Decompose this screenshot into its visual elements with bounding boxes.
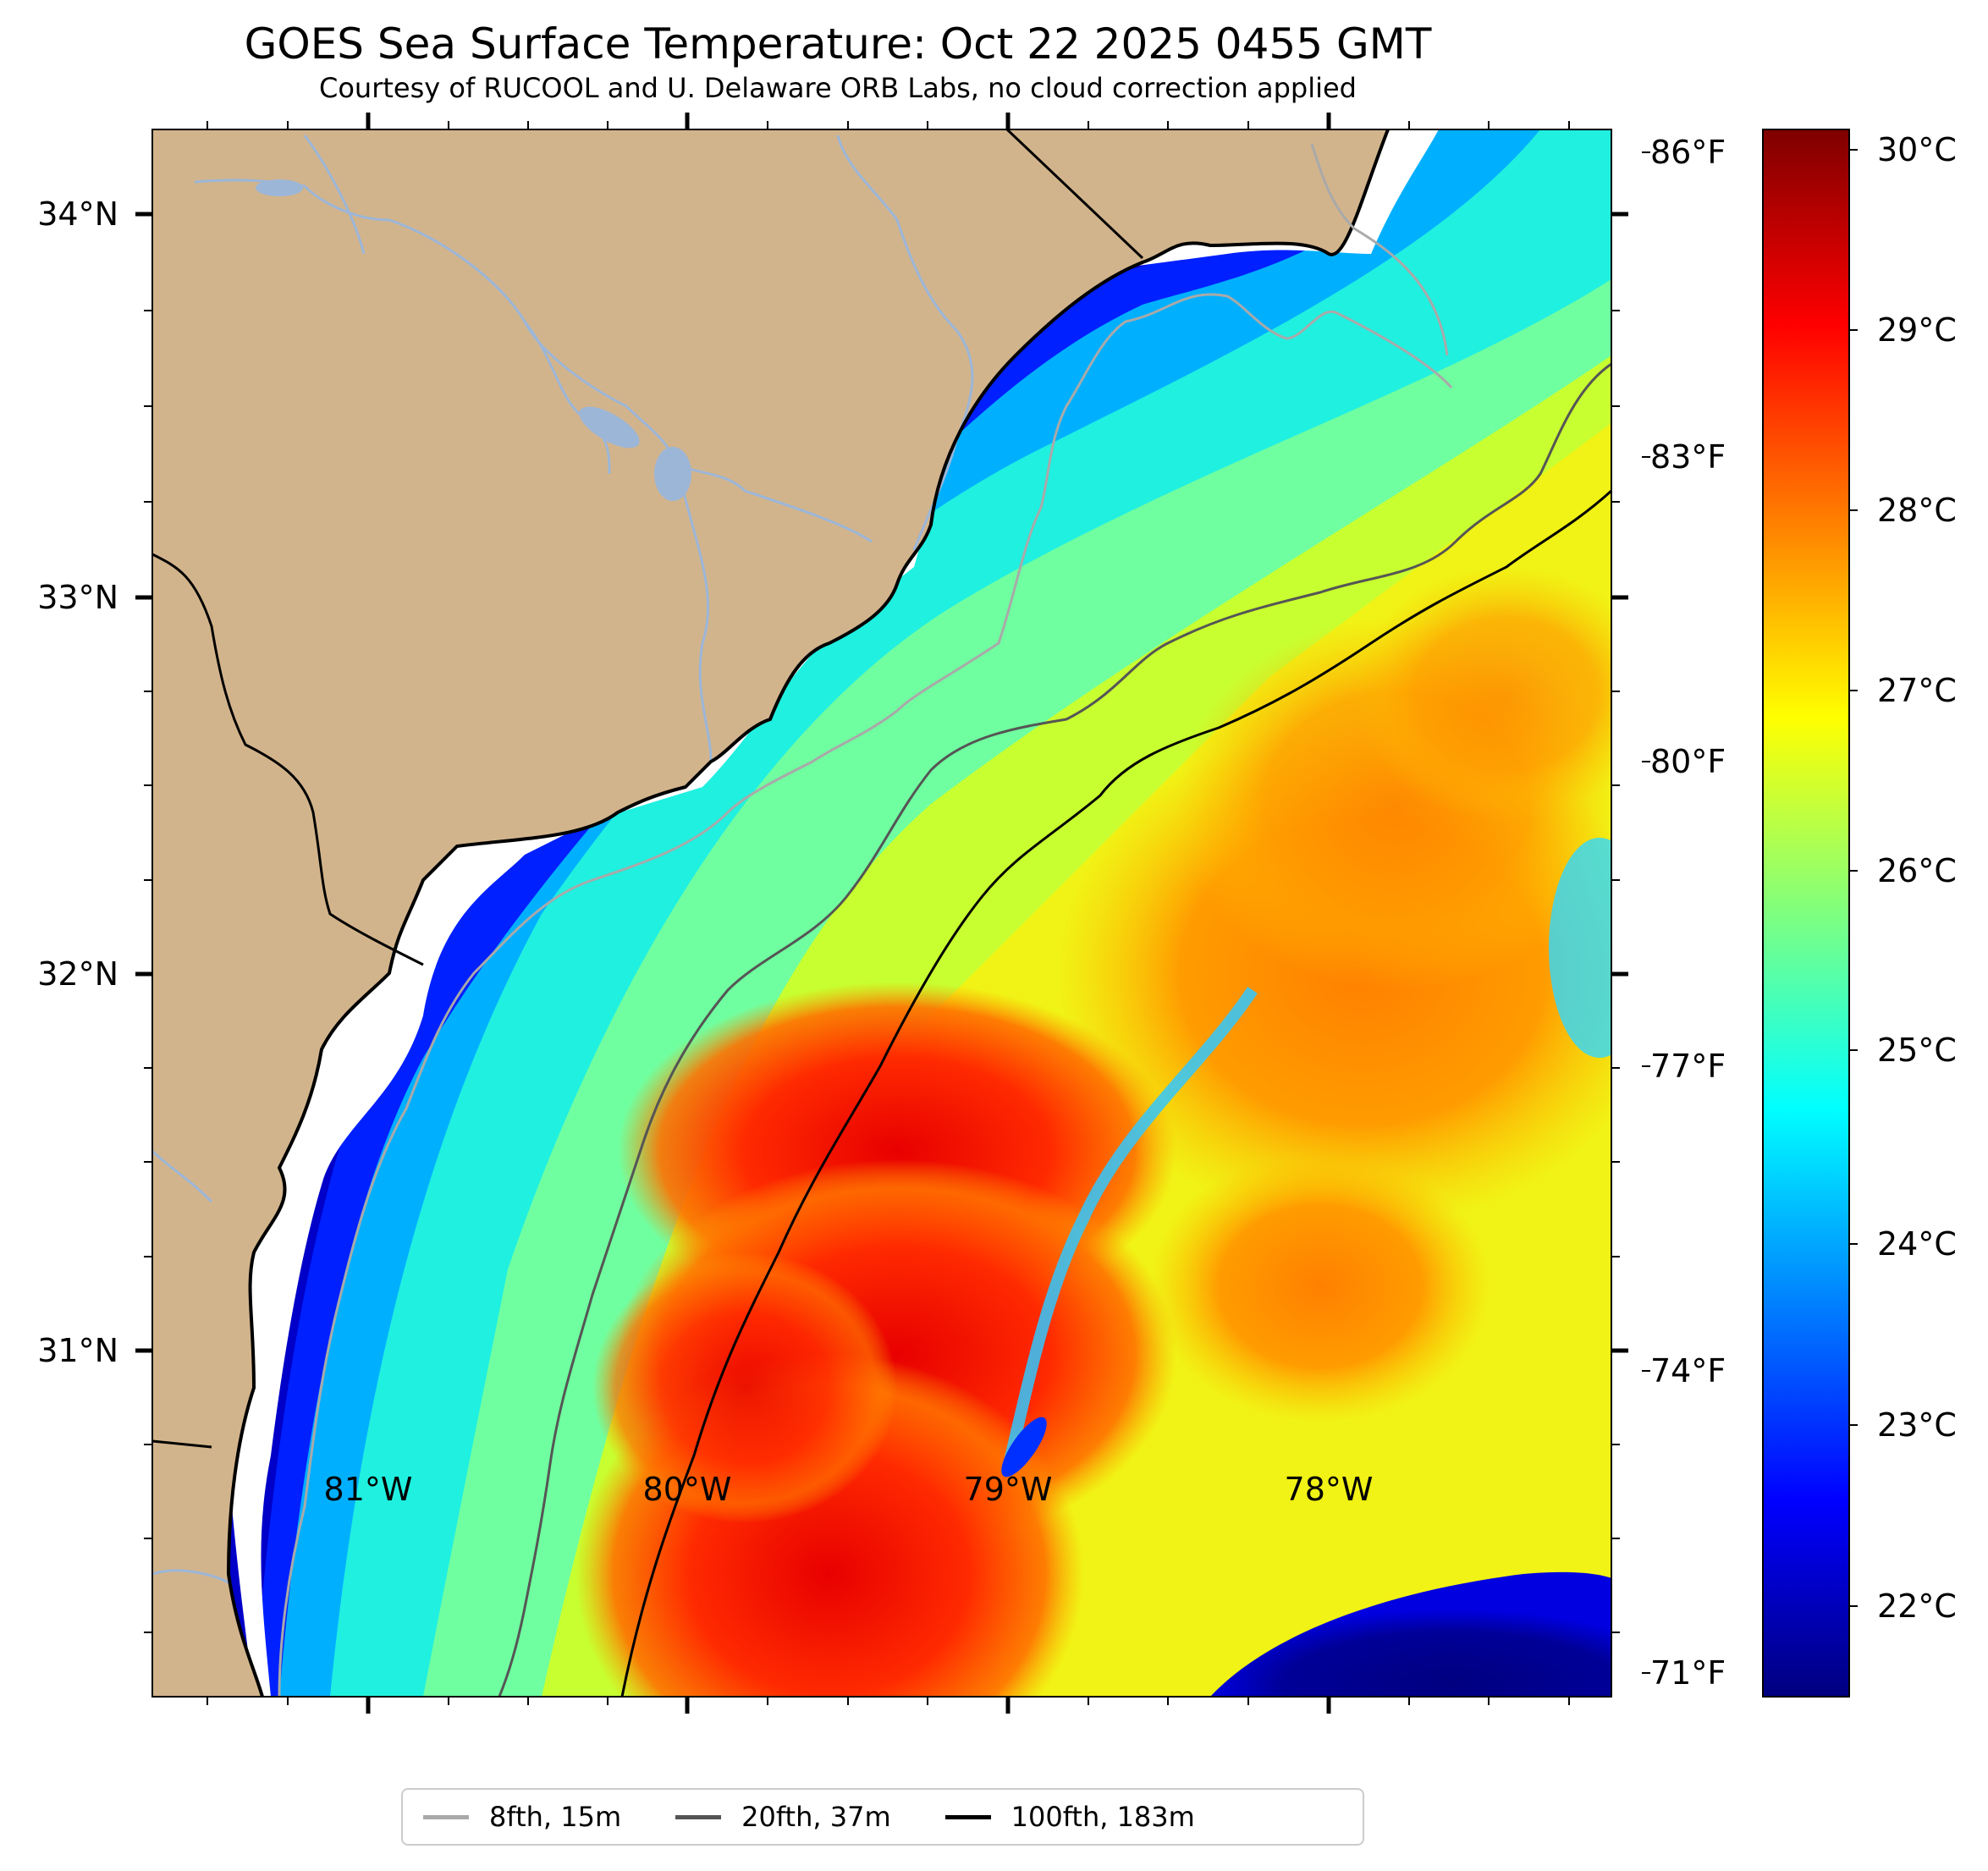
celsius-label-28: 28°C	[1877, 492, 1957, 529]
lon-label-78: 78°W	[1284, 1471, 1374, 1508]
celsius-label-27: 27°C	[1877, 672, 1957, 709]
legend-label-100fth: 100fth, 183m	[1011, 1801, 1195, 1833]
lat-label-32: 32°N	[37, 955, 118, 993]
celsius-label-24: 24°C	[1877, 1225, 1957, 1263]
celsius-label-25: 25°C	[1877, 1032, 1957, 1069]
colorbar-gradient	[1762, 129, 1850, 1698]
legend-label-8fth: 8fth, 15m	[489, 1801, 622, 1833]
legend-swatch-8fth	[423, 1814, 469, 1819]
rivers	[152, 135, 974, 1584]
legend-swatch-20fth	[675, 1814, 722, 1819]
minor-ticks	[144, 121, 1620, 1705]
celsius-label-23: 23°C	[1877, 1406, 1957, 1444]
isobath-20fth	[498, 362, 1611, 1697]
celsius-label-22: 22°C	[1877, 1588, 1957, 1625]
lat-label-33: 33°N	[37, 579, 118, 616]
land-area	[152, 129, 1388, 1697]
map-subtitle: Courtesy of RUCOOL and U. Delaware ORB L…	[319, 72, 1357, 104]
fahrenheit-label-71: 71°F	[1650, 1654, 1726, 1692]
legend-item-8fth: 8fth, 15m	[423, 1801, 621, 1833]
isobath-legend: 8fth, 15m 20fth, 37m 100fth, 183m	[401, 1788, 1364, 1846]
map-frame	[151, 129, 1612, 1698]
map-data-area	[152, 129, 1611, 1697]
lon-label-80: 80°W	[642, 1471, 732, 1508]
legend-label-20fth: 20fth, 37m	[741, 1801, 891, 1833]
coastline	[226, 129, 1390, 1697]
legend-item-100fth: 100fth, 183m	[944, 1801, 1195, 1833]
map-title: GOES Sea Surface Temperature: Oct 22 202…	[244, 19, 1432, 69]
lon-major-ticks	[366, 113, 1331, 1714]
fahrenheit-label-74: 74°F	[1650, 1352, 1726, 1389]
celsius-label-29: 29°C	[1877, 311, 1957, 349]
fahrenheit-label-86: 86°F	[1650, 134, 1726, 171]
celsius-ticks	[1849, 149, 1858, 1607]
celsius-label-26: 26°C	[1877, 852, 1957, 889]
fahrenheit-label-80: 80°F	[1650, 743, 1726, 780]
celsius-label-30: 30°C	[1877, 131, 1957, 168]
legend-item-20fth: 20fth, 37m	[675, 1801, 891, 1833]
isobath-8fth	[278, 293, 1453, 1697]
legend-swatch-100fth	[944, 1814, 991, 1819]
isobath-100fth	[620, 489, 1611, 1697]
lon-label-79: 79°W	[963, 1471, 1053, 1508]
lat-major-ticks	[135, 212, 1628, 1353]
fahrenheit-label-83: 83°F	[1650, 438, 1726, 476]
fahrenheit-label-77: 77°F	[1650, 1048, 1726, 1085]
fahrenheit-ticks	[1642, 151, 1650, 1674]
lon-label-81: 81°W	[323, 1471, 413, 1508]
lat-label-31: 31°N	[37, 1332, 118, 1369]
lat-label-34: 34°N	[37, 195, 118, 233]
